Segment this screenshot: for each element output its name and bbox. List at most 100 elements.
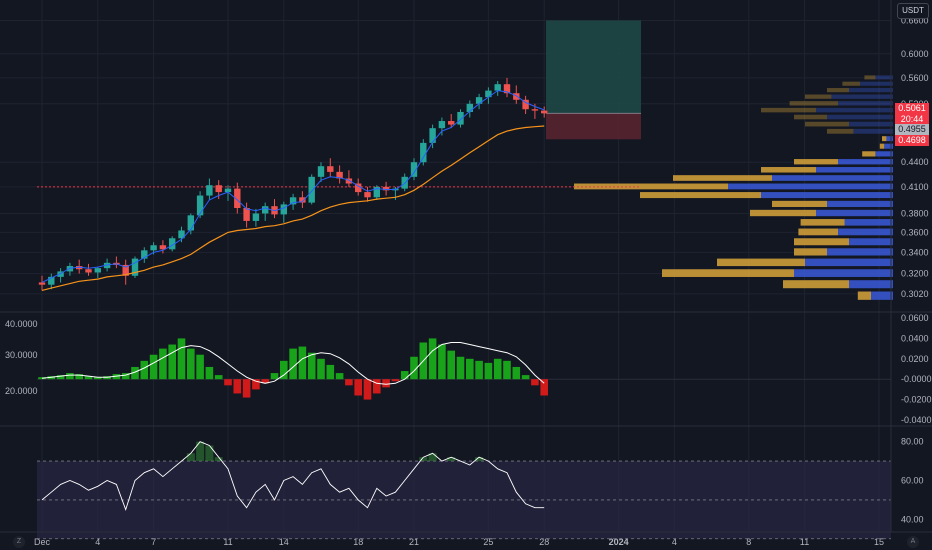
macd-bar — [373, 379, 381, 394]
left-scale-label: 30.0000 — [5, 350, 38, 360]
candle-body — [94, 268, 101, 273]
macd-bar — [261, 379, 269, 384]
vp-sell-bar — [798, 228, 838, 236]
vp-buy-bar — [849, 88, 893, 93]
price-tick-label: 0.3600 — [901, 227, 929, 237]
vp-sell-bar — [673, 175, 772, 181]
candle-body — [289, 197, 297, 205]
date-tick-label: 11 — [800, 537, 809, 547]
macd-bar — [410, 356, 418, 380]
rsi-line — [41, 441, 545, 511]
vp-buy-bar — [838, 228, 893, 236]
vp-sell-bar — [761, 107, 816, 113]
date-tick-label: 28 — [539, 537, 549, 547]
candle-body — [429, 128, 436, 143]
candle-body — [262, 206, 269, 214]
candle-body — [336, 171, 343, 179]
macd-tick-label: -0.0200 — [901, 395, 932, 405]
vp-buy-bar — [838, 159, 893, 165]
macd-tick-label: -0.0400 — [901, 415, 932, 425]
macd-bar — [484, 362, 493, 380]
long-position-tool[interactable] — [546, 20, 641, 140]
pane-dividers[interactable] — [0, 0, 932, 533]
macd-bar — [354, 379, 362, 396]
macd-bar — [438, 344, 446, 380]
macd-bar — [400, 371, 409, 380]
vp-sell-bar — [864, 75, 876, 80]
vp-buy-bar — [831, 94, 893, 99]
macd-bar — [66, 373, 74, 380]
candle-body — [382, 186, 390, 191]
zoom-toggle-button[interactable]: Z — [13, 536, 25, 548]
rsi-tick-label: 60.00 — [901, 476, 924, 486]
macd-bar — [214, 375, 223, 380]
macd-bar — [84, 376, 93, 380]
candle-body — [206, 185, 213, 196]
macd-axis[interactable]: 0.0600 0.0400 0.0200 -0.0000 -0.0200 -0.0400 — [901, 313, 932, 425]
candle-body — [38, 282, 46, 285]
candle-body — [503, 84, 511, 94]
price-tick-label: 0.3400 — [901, 247, 929, 257]
date-tick-label: 4 — [672, 537, 677, 547]
candle-body — [187, 215, 194, 231]
candle-body — [410, 162, 418, 177]
macd-bar — [159, 348, 167, 380]
rsi-axis[interactable]: 80.00 60.00 40.00 — [901, 437, 924, 525]
candle-body — [355, 183, 362, 193]
rsi-overbought-fill — [419, 457, 428, 462]
vp-buy-bar — [886, 136, 893, 142]
macd-bar — [512, 366, 521, 380]
macd-bar — [298, 346, 307, 380]
currency-badge[interactable]: USDT — [897, 3, 929, 19]
candle-body — [457, 111, 464, 125]
vp-sell-bar — [805, 121, 849, 127]
rsi-overbought-fill — [447, 457, 456, 462]
macd-bar — [335, 373, 344, 380]
vp-buy-bar — [838, 101, 893, 106]
price-axis[interactable]: 0.66000.60000.56000.52000.44000.41000.38… — [901, 15, 929, 298]
candle-body — [169, 238, 176, 250]
rsi-overbought-fill — [214, 457, 223, 462]
candle-body — [280, 204, 287, 215]
candle-body — [522, 99, 529, 110]
auto-scale-button[interactable]: A — [907, 536, 919, 548]
candle-body — [541, 110, 548, 114]
last-price-label: 0.5061 — [895, 103, 929, 114]
stop-price-label: 0.4698 — [895, 135, 929, 146]
date-tick-label: 25 — [483, 537, 493, 547]
vp-buy-bar — [816, 107, 893, 113]
candle-body — [494, 84, 501, 91]
macd-bar — [252, 379, 260, 390]
price-tick-label: 0.3800 — [901, 208, 929, 218]
candle-body — [531, 109, 539, 111]
vp-sell-bar — [640, 192, 761, 199]
macd-bar — [447, 350, 455, 380]
vp-buy-bar — [728, 183, 893, 190]
candle-body — [466, 103, 473, 112]
rsi-overbought-fill — [196, 441, 205, 462]
candle-body — [317, 166, 325, 177]
macd-bar — [94, 377, 102, 380]
candle-body — [243, 208, 250, 221]
price-tick-label: 0.6600 — [901, 15, 929, 25]
price-tick-label: 0.4100 — [901, 182, 929, 192]
vp-buy-bar — [805, 258, 893, 267]
candle-body — [299, 197, 306, 203]
price-tick-label: 0.5600 — [901, 73, 929, 83]
vp-buy-bar — [816, 209, 893, 217]
date-axis[interactable]: Dec 4 7 11 14 18 21 25 28 2024 4 8 11 15 — [34, 537, 884, 547]
vp-buy-bar — [884, 143, 893, 149]
candle-body — [224, 188, 232, 193]
date-tick-label: 21 — [409, 537, 419, 547]
candle-body — [131, 258, 139, 276]
macd-bar — [280, 360, 288, 380]
candle-body — [327, 166, 334, 172]
macd-bar — [503, 360, 511, 380]
rsi-pane — [37, 441, 891, 540]
macd-tick-label: 0.0600 — [901, 313, 929, 323]
rsi-overbought-fill — [186, 453, 195, 462]
candle-body — [76, 266, 83, 270]
macd-bar — [521, 375, 530, 380]
macd-bar — [345, 379, 353, 386]
